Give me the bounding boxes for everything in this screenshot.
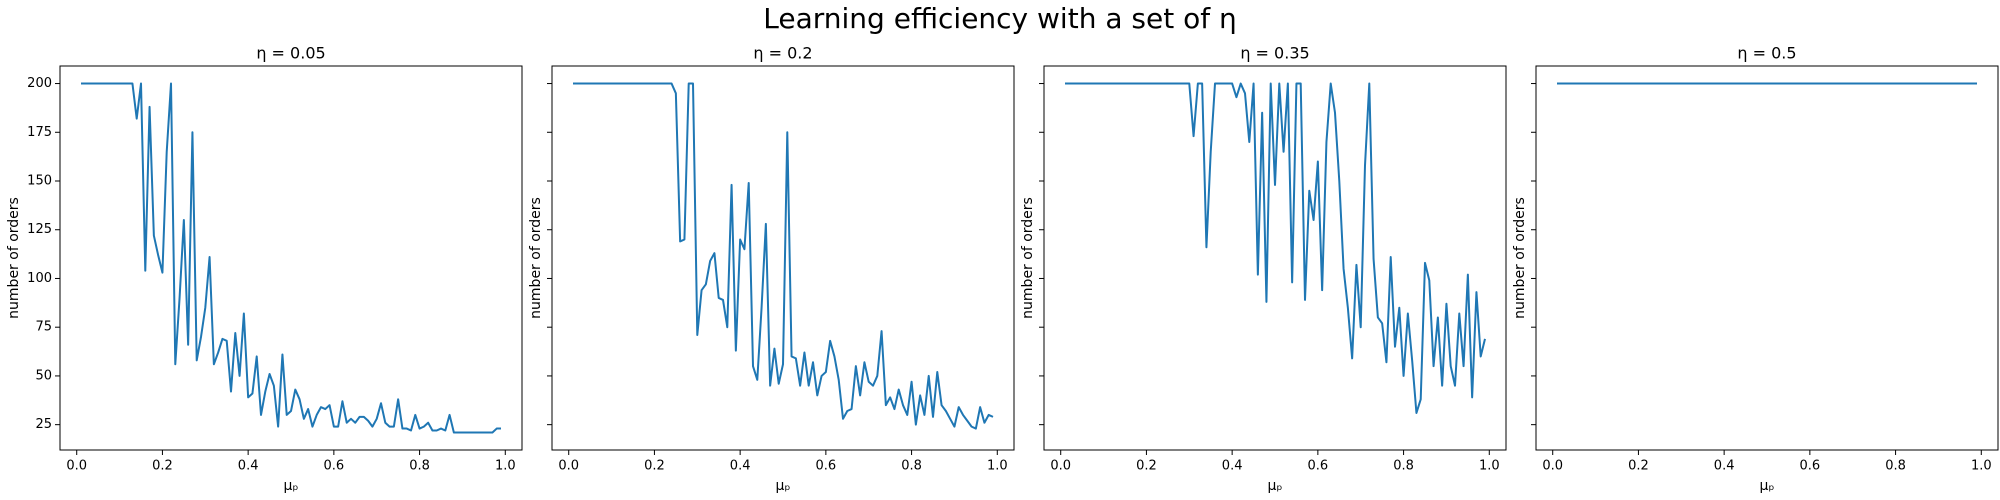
x-tick-label: 0.6 [1308, 459, 1329, 474]
y-axis-label: number of orders [1512, 197, 1528, 319]
subplot: η = 0.05 μₚ number of orders 0.0 0.2 0.4 0.6 0.… [6, 44, 523, 494]
subplot-title: η = 0.2 [753, 44, 812, 63]
x-axis-label: μₚ [776, 478, 791, 494]
x-tick-label: 0.0 [1542, 459, 1563, 474]
x-axis-label: μₚ [1268, 478, 1283, 494]
subplot: η = 0.35 μₚ number of orders 0.0 0.2 0.4 0.6 0.… [1020, 44, 1507, 494]
y-tick-label: 100 [27, 271, 52, 286]
x-tick-label: 0.0 [66, 459, 87, 474]
x-tick-label: 0.8 [1393, 459, 1414, 474]
data-line [81, 82, 501, 434]
y-tick-label: 25 [35, 417, 52, 432]
x-tick-label: 0.4 [238, 459, 259, 474]
x-tick-label: 0.6 [1800, 459, 1821, 474]
x-tick-label: 0.2 [644, 459, 665, 474]
x-tick-label: 0.6 [816, 459, 837, 474]
x-tick-label: 0.4 [730, 459, 751, 474]
y-tick-label: 50 [35, 368, 52, 383]
figure-title: Learning efficiency with a set of η [763, 2, 1236, 35]
x-tick-label: 0.2 [1136, 459, 1157, 474]
subplot-title: η = 0.05 [256, 44, 325, 63]
x-tick-label: 0.8 [409, 459, 430, 474]
plot-frame [551, 65, 1015, 451]
x-tick-label: 1.0 [1479, 459, 1500, 474]
x-tick-label: 0.0 [1050, 459, 1071, 474]
y-axis-label: number of orders [6, 197, 22, 319]
x-tick-label: 1.0 [987, 459, 1008, 474]
subplot-title: η = 0.5 [1737, 44, 1796, 63]
data-line [1065, 82, 1486, 414]
subplot: η = 0.5 μₚ number of orders 0.0 0.2 0.4 0.6 0.8… [1512, 44, 1999, 494]
x-tick-label: 0.4 [1714, 459, 1735, 474]
subplot: η = 0.2 μₚ number of orders 0.0 0.2 0.4 0.6 0.8… [528, 44, 1015, 494]
y-tick-label: 125 [27, 222, 52, 237]
plot-frame [1043, 65, 1507, 451]
y-axis-label: number of orders [1020, 197, 1036, 319]
data-line [573, 82, 994, 430]
plot-frame [59, 65, 523, 451]
x-tick-label: 0.0 [558, 459, 579, 474]
y-tick-label: 200 [27, 76, 52, 91]
y-axis-label: number of orders [528, 197, 544, 319]
y-tick-label: 150 [27, 174, 52, 189]
x-axis-label: μₚ [284, 478, 299, 494]
x-tick-label: 0.6 [324, 459, 345, 474]
y-tick-label: 175 [27, 125, 52, 140]
y-tick-label: 75 [35, 320, 52, 335]
x-axis-label: μₚ [1760, 478, 1775, 494]
subplot-title: η = 0.35 [1240, 44, 1309, 63]
plot-frame [1535, 65, 1999, 451]
x-tick-label: 0.8 [901, 459, 922, 474]
x-tick-label: 1.0 [495, 459, 516, 474]
x-tick-label: 0.2 [152, 459, 173, 474]
x-tick-label: 0.2 [1628, 459, 1649, 474]
x-tick-label: 0.4 [1222, 459, 1243, 474]
x-tick-label: 0.8 [1885, 459, 1906, 474]
x-tick-label: 1.0 [1971, 459, 1992, 474]
